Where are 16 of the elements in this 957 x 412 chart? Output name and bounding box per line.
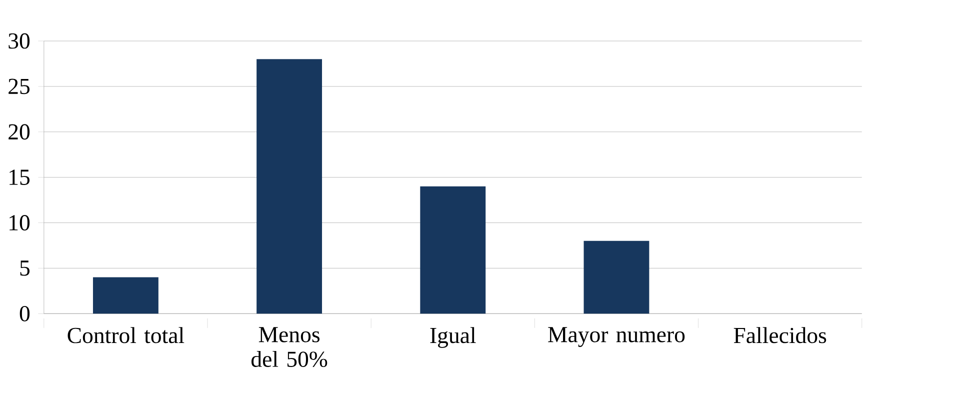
y-tick-label: 25	[8, 78, 30, 94]
y-tick-label: 5	[20, 260, 30, 276]
x-tick-label: Igual	[430, 327, 476, 348]
x-tick-label: Fallecidos	[734, 327, 826, 344]
bar	[92, 277, 158, 314]
y-tick-label: 10	[10, 215, 30, 231]
x-tick-label: Control total	[68, 327, 184, 344]
bar	[420, 186, 486, 314]
x-tick-label: Menos del 50%	[252, 327, 328, 368]
y-tick-label: 30	[8, 33, 30, 49]
y-tick-label: 15	[10, 170, 30, 186]
y-tick-label: 20	[8, 124, 30, 140]
bar	[256, 59, 322, 314]
bar	[584, 241, 650, 314]
x-tick-label: Mayor numero	[548, 327, 685, 348]
y-tick-label: 0	[20, 306, 30, 322]
